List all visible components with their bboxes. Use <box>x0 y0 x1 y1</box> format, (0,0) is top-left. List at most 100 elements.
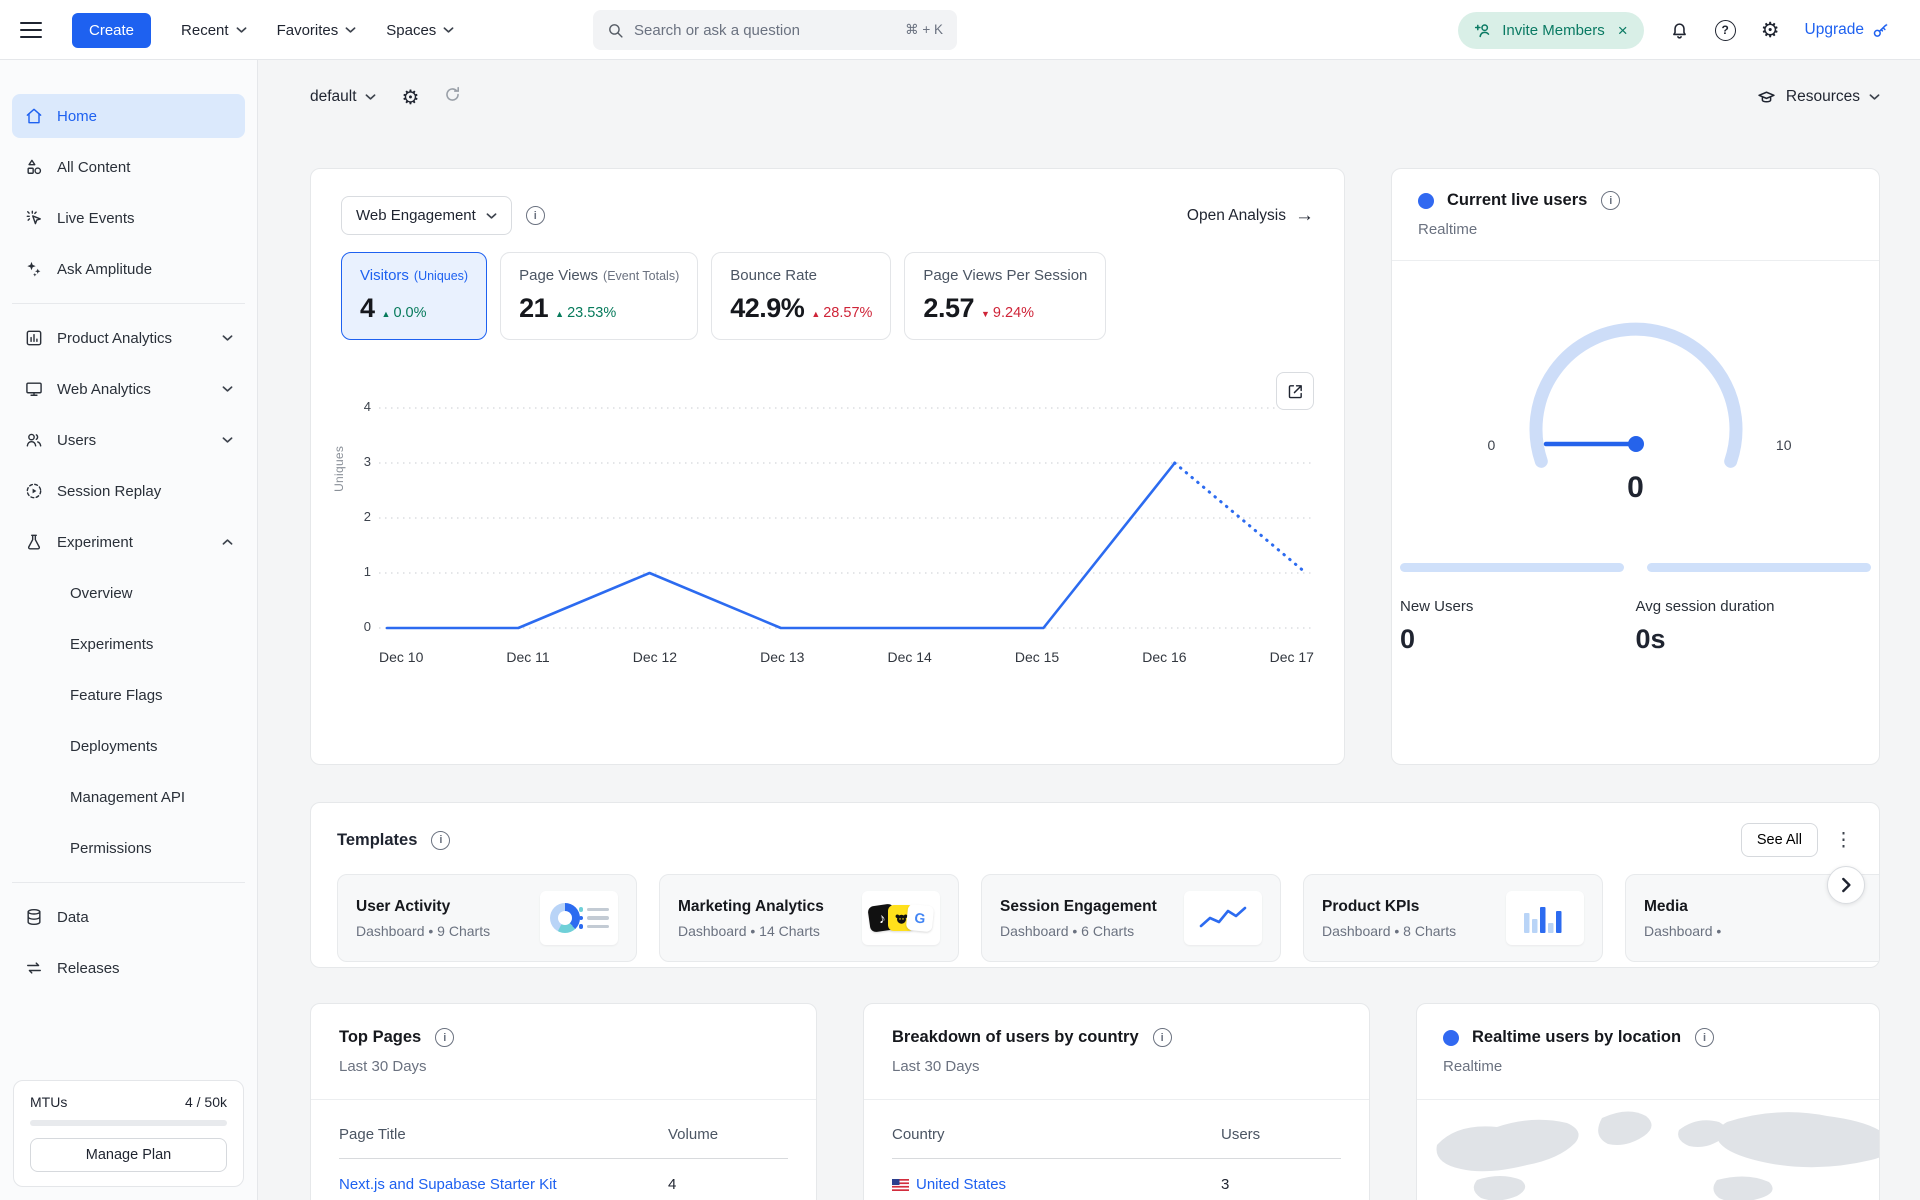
live-users-gauge: 0 10 <box>1466 309 1806 469</box>
search-icon <box>607 22 624 39</box>
recent-menu[interactable]: Recent <box>181 22 247 39</box>
column-header: Page Title <box>339 1126 406 1143</box>
invite-close-icon[interactable]: × <box>1618 22 1628 39</box>
sidebar-item-experiment[interactable]: Experiment <box>12 520 245 564</box>
web-engagement-card: Web Engagement i Open Analysis → Visitor… <box>310 168 1345 765</box>
sidebar-item-session-replay[interactable]: Session Replay <box>12 469 245 513</box>
sidebar-item-permissions[interactable]: Permissions <box>12 826 245 870</box>
column-header: Country <box>892 1126 945 1143</box>
chevron-down-icon <box>222 334 233 342</box>
x-tick-label: Dec 14 <box>887 649 931 665</box>
template-card-user-activity[interactable]: User Activity Dashboard • 9 Charts <box>337 874 637 962</box>
sidebar-item-web-analytics[interactable]: Web Analytics <box>12 367 245 411</box>
resources-button[interactable]: Resources <box>1756 87 1880 108</box>
sidebar-item-users[interactable]: Users <box>12 418 245 462</box>
info-icon[interactable]: i <box>526 206 545 225</box>
hamburger-menu-icon[interactable] <box>20 22 42 38</box>
key-icon <box>1871 21 1890 40</box>
content-header: default ⚙ Resources <box>310 76 1880 118</box>
chevron-up-icon <box>222 538 233 546</box>
country-breakdown-card: Breakdown of users by country i Last 30 … <box>863 1003 1370 1200</box>
sidebar-item-home[interactable]: Home <box>12 94 245 138</box>
search-input[interactable] <box>634 22 895 39</box>
gauge-min-label: 0 <box>1488 437 1496 453</box>
play-circle-icon <box>24 481 44 501</box>
board-selector[interactable]: default <box>310 88 376 106</box>
y-tick-label: 0 <box>364 619 371 634</box>
top-pages-card: Top Pages i Last 30 Days Page Title Volu… <box>310 1003 817 1200</box>
favorites-menu[interactable]: Favorites <box>277 22 357 39</box>
arrow-right-icon: → <box>1295 205 1314 227</box>
chevron-down-icon <box>345 26 356 34</box>
sidebar-item-experiments[interactable]: Experiments <box>12 622 245 666</box>
info-icon[interactable]: i <box>1153 1028 1172 1047</box>
metric-tabs: Visitors(Uniques) 4 ▲0.0% Page Views(Eve… <box>341 252 1314 340</box>
sidebar-item-all-content[interactable]: All Content <box>12 145 245 189</box>
web-engagement-selector[interactable]: Web Engagement <box>341 196 512 235</box>
chevron-down-icon <box>1869 93 1880 101</box>
spaces-menu[interactable]: Spaces <box>386 22 454 39</box>
sidebar-item-overview[interactable]: Overview <box>12 571 245 615</box>
sidebar-item-feature-flags[interactable]: Feature Flags <box>12 673 245 717</box>
sidebar-divider <box>12 882 245 883</box>
export-chart-button[interactable] <box>1276 372 1314 410</box>
templates-section: Templates i See All ⋮ User Activity Dash… <box>310 802 1880 968</box>
x-tick-label: Dec 17 <box>1270 649 1314 665</box>
invite-members-button[interactable]: Invite Members × <box>1458 12 1643 49</box>
create-button[interactable]: Create <box>72 13 151 48</box>
metric-tab-page-views[interactable]: Page Views(Event Totals) 21 ▲23.53% <box>500 252 698 340</box>
live-indicator-dot <box>1443 1030 1459 1046</box>
global-search[interactable]: ⌘ + K <box>593 10 957 50</box>
see-all-button[interactable]: See All <box>1741 823 1818 857</box>
template-card-marketing-analytics[interactable]: Marketing Analytics Dashboard • 14 Chart… <box>659 874 959 962</box>
help-icon[interactable]: ? <box>1715 20 1736 41</box>
metric-tab-bounce-rate[interactable]: Bounce Rate 42.9% ▲28.57% <box>711 252 891 340</box>
search-shortcut: ⌘ + K <box>905 22 943 38</box>
delta-up-icon: ▲ <box>811 309 820 319</box>
gauge-max-label: 10 <box>1776 437 1792 453</box>
person-add-icon <box>1474 21 1493 40</box>
kebab-menu-icon[interactable]: ⋮ <box>1834 829 1853 852</box>
sidebar-item-product-analytics[interactable]: Product Analytics <box>12 316 245 360</box>
metric-tab-visitors[interactable]: Visitors(Uniques) 4 ▲0.0% <box>341 252 487 340</box>
sidebar-item-management-api[interactable]: Management API <box>12 775 245 819</box>
y-axis-label: Uniques <box>332 446 346 492</box>
template-thumbnail <box>540 891 618 945</box>
sidebar-item-data[interactable]: Data <box>12 895 245 939</box>
notifications-bell-icon[interactable] <box>1669 20 1690 41</box>
templates-next-button[interactable] <box>1827 866 1865 904</box>
volume-value: 4 <box>668 1176 788 1193</box>
sidebar-item-ask-amplitude[interactable]: Ask Amplitude <box>12 247 245 291</box>
template-card-session-engagement[interactable]: Session Engagement Dashboard • 6 Charts <box>981 874 1281 962</box>
sidebar-item-releases[interactable]: Releases <box>12 946 245 990</box>
mtu-usage: 4 / 50k <box>185 1094 227 1110</box>
open-analysis-link[interactable]: Open Analysis → <box>1187 205 1314 227</box>
sidebar-item-deployments[interactable]: Deployments <box>12 724 245 768</box>
table-row: United States 3 <box>892 1159 1341 1193</box>
info-icon[interactable]: i <box>431 831 450 850</box>
sidebar-item-live-events[interactable]: Live Events <box>12 196 245 240</box>
template-card-product-kpis[interactable]: Product KPIs Dashboard • 8 Charts <box>1303 874 1603 962</box>
column-header: Users <box>1221 1126 1341 1143</box>
metric-tab-page-views-per-session[interactable]: Page Views Per Session 2.57 ▼9.24% <box>904 252 1106 340</box>
chevron-right-icon <box>1840 877 1852 893</box>
settings-gear-icon[interactable]: ⚙ <box>1761 20 1780 41</box>
info-icon[interactable]: i <box>1601 191 1620 210</box>
x-axis-labels: Dec 10Dec 11Dec 12Dec 13Dec 14Dec 15Dec … <box>379 649 1314 665</box>
bar-chart-icon <box>24 328 44 348</box>
page-link[interactable]: Next.js and Supabase Starter Kit <box>339 1176 557 1193</box>
board-settings-gear-icon[interactable]: ⚙ <box>402 85 420 110</box>
x-tick-label: Dec 16 <box>1142 649 1186 665</box>
manage-plan-button[interactable]: Manage Plan <box>30 1138 227 1172</box>
y-tick-label: 4 <box>364 399 371 414</box>
info-icon[interactable]: i <box>435 1028 454 1047</box>
card-subtitle: Last 30 Days <box>892 1058 1341 1075</box>
delta-down-icon: ▼ <box>981 309 990 319</box>
card-title: Current live users <box>1447 191 1587 210</box>
upgrade-link[interactable]: Upgrade <box>1805 21 1890 40</box>
country-link[interactable]: United States <box>892 1176 1006 1193</box>
template-thumbnail: ♪ G <box>862 891 940 945</box>
info-icon[interactable]: i <box>1695 1028 1714 1047</box>
refresh-icon[interactable] <box>443 85 462 109</box>
stat-bars <box>1392 563 1879 572</box>
